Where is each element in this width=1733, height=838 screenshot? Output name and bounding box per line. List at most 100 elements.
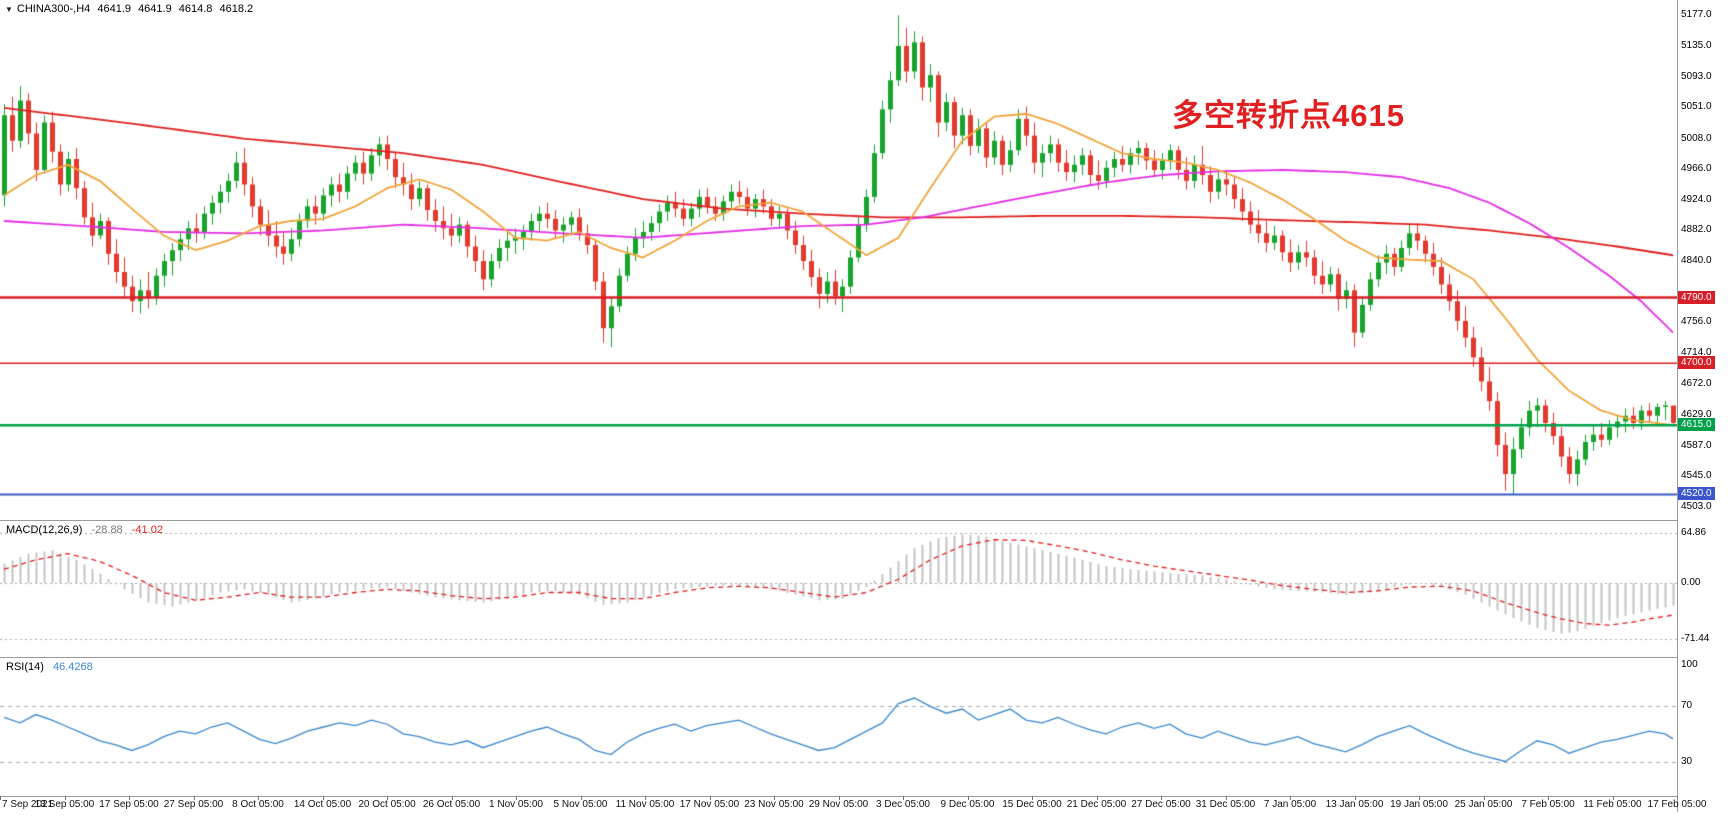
time-tick-label: 17 Nov 05:00 [679, 799, 740, 810]
macd-panel-separator[interactable] [0, 520, 1677, 521]
time-tick-mark [580, 796, 582, 800]
open-value: 4641.9 [97, 3, 131, 15]
price-tick-label: 4629.0 [1681, 408, 1712, 420]
price-tick-label: 5135.0 [1681, 39, 1712, 51]
price-tick-label: 4545.0 [1681, 470, 1712, 482]
time-tick-label: 26 Oct 05:00 [422, 799, 481, 810]
price-tick-label: 4714.0 [1681, 346, 1712, 358]
macd-axis-label: -71.44 [1681, 632, 1710, 644]
price-tick-label: 4503.0 [1681, 500, 1712, 512]
time-tick-label: 7 Feb 05:00 [1521, 799, 1575, 810]
time-tick-mark [1354, 796, 1356, 800]
rsi-name: RSI(14) [6, 661, 44, 673]
close-value: 4618.2 [219, 3, 254, 15]
macd-signal-value: -41.02 [131, 524, 163, 536]
time-tick-label: 25 Jan 05:00 [1454, 799, 1513, 810]
time-tick-mark [1612, 796, 1614, 800]
time-axis[interactable]: 7 Sep 2021 13 Sep 05:00 17 Sep 05:00 27 Sep… [0, 796, 1733, 813]
macd-panel-canvas[interactable] [0, 521, 1677, 657]
time-tick-mark [645, 796, 646, 800]
time-tick-mark [1290, 796, 1291, 800]
time-tick-label: 3 Dec 05:00 [876, 799, 930, 810]
price-tick-label: 5008.0 [1681, 132, 1712, 144]
time-tick-mark [967, 796, 969, 800]
price-tick-label: 4587.0 [1681, 439, 1712, 451]
time-tick-mark [451, 796, 453, 800]
time-tick-mark [1096, 796, 1098, 800]
time-tick-mark [129, 796, 130, 800]
macd-indicator-label: MACD(12,26,9) -28.88 -41.02 [6, 524, 163, 536]
time-tick-mark [1419, 796, 1420, 800]
rsi-panel-separator[interactable] [0, 657, 1677, 658]
time-tick-label: 17 Feb 05:00 [1647, 799, 1707, 810]
price-level-badge: 4790.0 [1678, 290, 1715, 304]
time-tick-label: 11 Nov 05:00 [615, 799, 675, 810]
time-tick-mark [1483, 796, 1485, 800]
time-tick-mark [709, 796, 711, 800]
time-tick-mark [387, 796, 388, 800]
time-tick-label: 11 Feb 05:00 [1583, 799, 1642, 810]
macd-axis-label: 0.00 [1681, 577, 1701, 589]
chart-annotation-text[interactable]: 多空转折点4615 [1172, 98, 1405, 133]
time-tick-label: 20 Oct 05:00 [358, 799, 416, 810]
price-level-badge: 4700.0 [1678, 356, 1715, 370]
price-tick-label: 4756.0 [1681, 316, 1712, 328]
price-tick-label: 4840.0 [1681, 255, 1712, 267]
time-tick-label: 23 Nov 05:00 [744, 799, 804, 810]
price-tick-label: 4924.0 [1681, 193, 1712, 205]
time-tick-mark [838, 796, 840, 800]
time-tick-label: 9 Dec 05:00 [940, 799, 995, 810]
macd-axis-label: 64.86 [1681, 526, 1707, 538]
time-tick-label: 8 Oct 05:00 [232, 799, 284, 810]
time-tick-mark [1032, 796, 1033, 800]
time-tick-mark [0, 796, 1, 800]
time-tick-label: 15 Dec 05:00 [1002, 799, 1062, 810]
time-tick-label: 27 Sep 05:00 [163, 799, 224, 810]
time-tick-label: 7 Jan 05:00 [1263, 799, 1317, 810]
low-value: 4614.8 [178, 3, 213, 15]
macd-main-value: -28.88 [91, 524, 123, 536]
price-tick-label: 5093.0 [1681, 70, 1712, 82]
symbol-info-bar: ▼ CHINA300-,H4 4641.9 4641.9 4614.8 4618.… [5, 3, 257, 15]
rsi-value: 46.4268 [52, 661, 93, 673]
macd-name: MACD(12,26,9) [6, 524, 83, 536]
time-tick-label: 31 Dec 05:00 [1195, 799, 1256, 810]
price-level-badge: 4615.0 [1678, 418, 1715, 432]
price-tick-label: 5051.0 [1681, 101, 1712, 113]
time-tick-label: 17 Sep 05:00 [99, 799, 159, 810]
price-tick-label: 4882.0 [1681, 224, 1712, 236]
rsi-panel-canvas[interactable] [0, 658, 1677, 796]
price-tick-label: 4672.0 [1681, 377, 1712, 389]
rsi-axis-label: 30 [1681, 755, 1693, 767]
price-chart-canvas[interactable] [0, 0, 1677, 520]
time-tick-label: 14 Oct 05:00 [293, 799, 352, 810]
time-tick-label: 1 Nov 05:00 [489, 799, 543, 810]
time-tick-label: 13 Jan 05:00 [1325, 799, 1384, 810]
high-value: 4641.9 [138, 3, 172, 15]
time-tick-mark [516, 796, 517, 800]
rsi-axis-label: 100 [1681, 658, 1698, 670]
rsi-axis-label: 70 [1681, 700, 1693, 712]
price-level-badge: 4520.0 [1678, 487, 1715, 501]
time-tick-mark [1161, 796, 1162, 800]
time-tick-mark [1677, 796, 1678, 800]
symbol-period-label: CHINA300-,H4 [16, 3, 91, 15]
price-tick-label: 5177.0 [1681, 9, 1712, 21]
time-tick-label: 21 Dec 05:00 [1066, 799, 1127, 810]
time-tick-mark [258, 796, 259, 800]
time-tick-mark [774, 796, 775, 800]
time-tick-mark [193, 796, 195, 800]
time-tick-mark [1225, 796, 1227, 800]
ohlc-toggle-icon[interactable]: ▼ [5, 5, 13, 14]
time-tick-mark [322, 796, 324, 800]
time-tick-label: 7 Sep 2021 [2, 799, 54, 810]
time-tick-mark [903, 796, 904, 800]
time-tick-label: 19 Jan 05:00 [1390, 799, 1448, 810]
price-axis-border [1677, 0, 1678, 812]
price-tick-label: 4966.0 [1681, 163, 1712, 175]
time-tick-mark [1548, 796, 1549, 800]
rsi-indicator-label: RSI(14) 46.4268 [6, 661, 93, 673]
time-tick-label: 5 Nov 05:00 [553, 799, 608, 810]
time-tick-label: 29 Nov 05:00 [808, 799, 869, 810]
